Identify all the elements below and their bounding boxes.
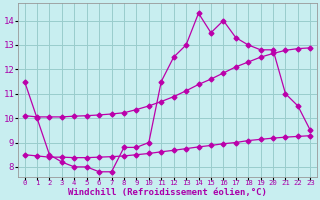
- X-axis label: Windchill (Refroidissement éolien,°C): Windchill (Refroidissement éolien,°C): [68, 188, 267, 197]
